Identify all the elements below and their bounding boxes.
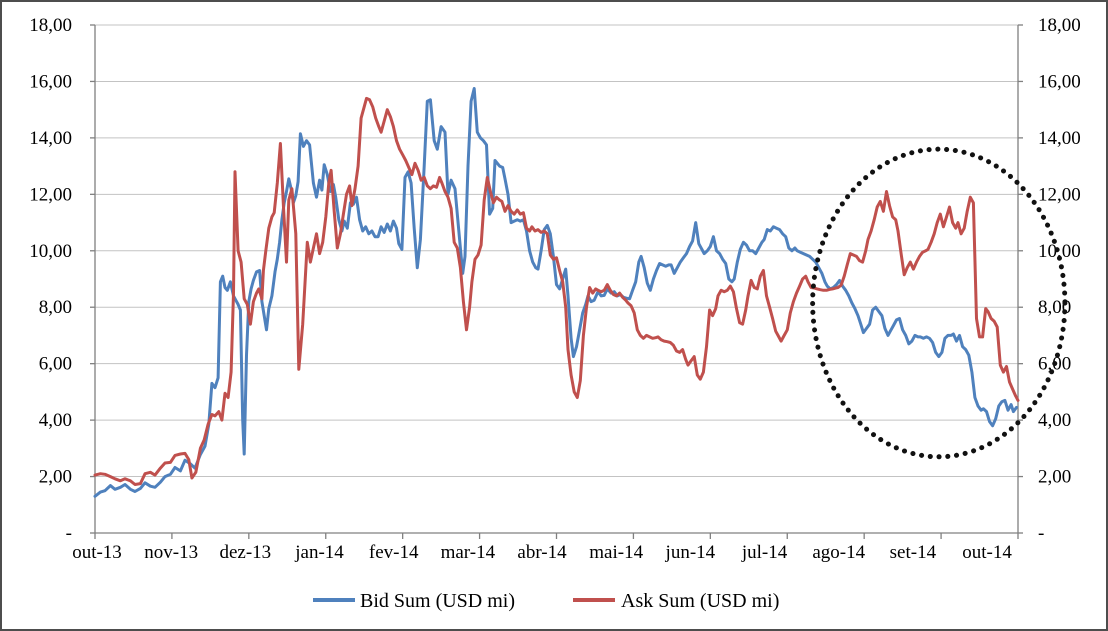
x-tick-label: nov-13	[144, 542, 198, 563]
x-tick-label: jun-14	[665, 542, 716, 563]
legend: Bid Sum (USD mi) Ask Sum (USD mi)	[313, 590, 779, 612]
x-tick-label: mar-14	[441, 542, 496, 563]
x-tick-label: jan-14	[294, 542, 344, 563]
y-tick-label-left: 18,00	[29, 15, 72, 36]
y-axis-labels-left: - 2,00 4,00 6,00 8,00 10,00 12,00 14,00 16,00 18,…	[29, 15, 72, 544]
x-axis-labels: out-13 nov-13 dez-13 jan-14 fev-14 mar-14 abr-…	[72, 542, 1012, 563]
y-tick-label-right: 2,00	[1038, 467, 1071, 488]
y-tick-label-right: 14,00	[1038, 128, 1081, 149]
y-tick-label-right: -	[1038, 523, 1044, 544]
x-tick-label: mai-14	[589, 542, 643, 563]
y-tick-label-left: 2,00	[39, 467, 72, 488]
y-tick-label-left: 16,00	[29, 71, 72, 92]
x-tick-label: out-13	[72, 542, 122, 563]
bid-sum-line	[93, 87, 1018, 498]
y-tick-label-left: -	[66, 523, 72, 544]
y-tick-label-left: 10,00	[29, 241, 72, 262]
axes	[90, 24, 1023, 539]
ask-legend-label: Ask Sum (USD mi)	[621, 590, 779, 612]
x-tick-label: jul-14	[741, 542, 788, 563]
x-tick-label: set-14	[890, 542, 937, 563]
ask-sum-line	[93, 96, 1020, 486]
x-tick-label: abr-14	[517, 542, 567, 563]
y-tick-label-left: 12,00	[29, 184, 72, 205]
data-series	[93, 87, 1020, 498]
x-tick-label: ago-14	[812, 542, 865, 563]
y-tick-label-right: 10,00	[1038, 241, 1081, 262]
x-tick-label: fev-14	[369, 542, 419, 563]
x-tick-label: out-14	[962, 542, 1012, 563]
y-tick-label-right: 16,00	[1038, 71, 1081, 92]
y-tick-label-right: 4,00	[1038, 410, 1071, 431]
y-tick-label-left: 8,00	[39, 297, 72, 318]
y-tick-label-right: 12,00	[1038, 184, 1081, 205]
y-tick-label-right: 18,00	[1038, 15, 1081, 36]
y-axis-labels-right: -2,004,006,008,0010,0012,0014,0016,0018,…	[1038, 15, 1081, 544]
bid-legend-label: Bid Sum (USD mi)	[360, 590, 515, 612]
x-tick-label: dez-13	[219, 542, 271, 563]
highlight-ellipse-annotation	[810, 146, 1068, 460]
y-tick-label-left: 14,00	[29, 128, 72, 149]
y-tick-label-left: 6,00	[39, 354, 72, 375]
y-tick-label-left: 4,00	[39, 410, 72, 431]
